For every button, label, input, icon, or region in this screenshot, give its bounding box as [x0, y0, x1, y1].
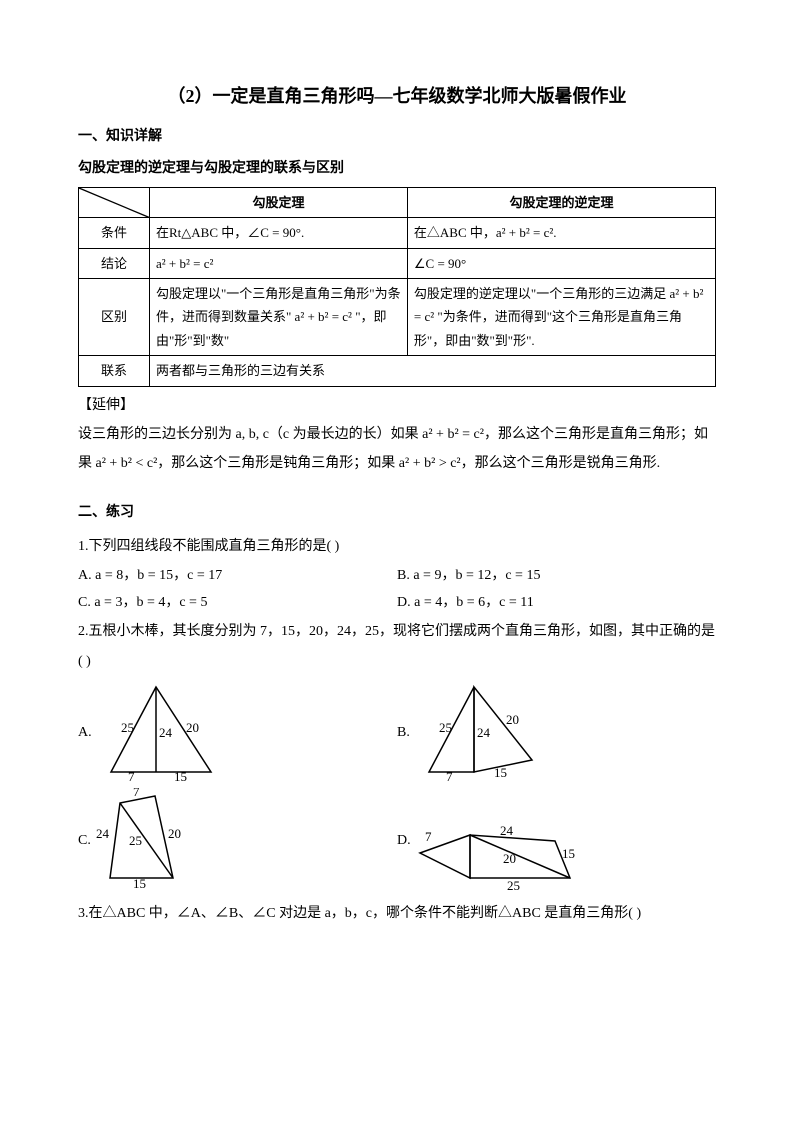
table-header-row: 勾股定理 勾股定理的逆定理 — [79, 187, 716, 217]
q2-fig-a: A. 25 24 20 7 15 — [78, 682, 397, 782]
q1-option-b: B. a = 9，b = 12，c = 15 — [397, 563, 716, 588]
svg-text:25: 25 — [439, 720, 452, 735]
triangle-b-icon: 25 24 20 7 15 — [414, 682, 544, 782]
svg-text:15: 15 — [174, 769, 187, 782]
svg-text:25: 25 — [121, 720, 134, 735]
svg-text:20: 20 — [503, 851, 516, 866]
svg-text:7: 7 — [446, 769, 453, 782]
table-row: 结论 a² + b² = c² ∠C = 90° — [79, 248, 716, 278]
cell: 勾股定理以"一个三角形是直角三角形"为条件，进而得到数量关系" a² + b² … — [150, 278, 408, 355]
q1-options-row2: C. a = 3，b = 4，c = 5 D. a = 4，b = 6，c = … — [78, 590, 716, 615]
table-row: 联系 两者都与三角形的三边有关系 — [79, 356, 716, 386]
q1-options-row1: A. a = 8，b = 15，c = 17 B. a = 9，b = 12，c… — [78, 563, 716, 588]
cell: a² + b² = c² — [150, 248, 408, 278]
section2-heading: 二、练习 — [78, 500, 716, 525]
section1-heading: 一、知识详解 — [78, 124, 716, 149]
svg-text:20: 20 — [186, 720, 199, 735]
q2-fig-b: B. 25 24 20 7 15 — [397, 682, 716, 782]
svg-text:24: 24 — [96, 826, 110, 841]
svg-text:7: 7 — [128, 769, 135, 782]
table-header-1: 勾股定理 — [150, 187, 408, 217]
extension-label: 【延伸】 — [78, 393, 716, 418]
q2-fig-d: D. 7 24 20 15 25 — [397, 788, 716, 893]
svg-text:15: 15 — [562, 846, 575, 861]
svg-text:7: 7 — [425, 829, 432, 844]
cell: 在Rt△ABC 中，∠C = 90°. — [150, 218, 408, 248]
q2-fig-row1: A. 25 24 20 7 15 B. 25 24 20 7 15 — [78, 682, 716, 782]
q2-stem: 2.五根小木棒，其长度分别为 7，15，20，24，25，现将它们摆成两个直角三… — [78, 617, 716, 676]
cell: 在△ABC 中，a² + b² = c². — [407, 218, 715, 248]
q1-option-a: A. a = 8，b = 15，c = 17 — [78, 563, 397, 588]
row-label: 结论 — [79, 248, 150, 278]
cell: 勾股定理的逆定理以"一个三角形的三边满足 a² + b² = c² "为条件，进… — [407, 278, 715, 355]
q2-fig-c: C. 7 24 25 20 15 — [78, 788, 397, 893]
cell: 两者都与三角形的三边有关系 — [150, 356, 716, 386]
table-header-2: 勾股定理的逆定理 — [407, 187, 715, 217]
q2-fig-row2: C. 7 24 25 20 15 D. 7 24 20 15 25 — [78, 788, 716, 893]
svg-text:20: 20 — [168, 826, 181, 841]
svg-text:24: 24 — [500, 823, 514, 838]
row-label: 区别 — [79, 278, 150, 355]
q2-label-b: B. — [397, 720, 410, 745]
svg-text:24: 24 — [477, 725, 491, 740]
triangle-c-icon: 7 24 25 20 15 — [95, 788, 215, 893]
q1-option-c: C. a = 3，b = 4，c = 5 — [78, 590, 397, 615]
section1-subheading: 勾股定理的逆定理与勾股定理的联系与区别 — [78, 156, 716, 181]
svg-text:25: 25 — [507, 878, 520, 893]
svg-text:15: 15 — [133, 876, 146, 891]
extension-text: 设三角形的三边长分别为 a, b, c（c 为最长边的长）如果 a² + b² … — [78, 420, 716, 479]
row-label: 联系 — [79, 356, 150, 386]
q2-label-d: D. — [397, 828, 411, 853]
q1-option-d: D. a = 4，b = 6，c = 11 — [397, 590, 716, 615]
triangle-a-icon: 25 24 20 7 15 — [96, 682, 226, 782]
page-title: （2）一定是直角三角形吗—七年级数学北师大版暑假作业 — [78, 80, 716, 112]
triangle-d-icon: 7 24 20 15 25 — [415, 823, 580, 893]
comparison-table: 勾股定理 勾股定理的逆定理 条件 在Rt△ABC 中，∠C = 90°. 在△A… — [78, 187, 716, 387]
cell: ∠C = 90° — [407, 248, 715, 278]
table-row: 区别 勾股定理以"一个三角形是直角三角形"为条件，进而得到数量关系" a² + … — [79, 278, 716, 355]
q3-stem: 3.在△ABC 中，∠A、∠B、∠C 对边是 a，b，c，哪个条件不能判断△AB… — [78, 899, 716, 928]
row-label: 条件 — [79, 218, 150, 248]
svg-text:20: 20 — [506, 712, 519, 727]
svg-text:24: 24 — [159, 725, 173, 740]
svg-text:25: 25 — [129, 833, 142, 848]
q1-stem: 1.下列四组线段不能围成直角三角形的是( ) — [78, 532, 716, 561]
q2-label-a: A. — [78, 720, 92, 745]
table-row: 条件 在Rt△ABC 中，∠C = 90°. 在△ABC 中，a² + b² =… — [79, 218, 716, 248]
svg-text:7: 7 — [133, 788, 140, 799]
q2-label-c: C. — [78, 828, 91, 853]
table-corner-cell — [79, 187, 150, 217]
svg-text:15: 15 — [494, 765, 507, 780]
